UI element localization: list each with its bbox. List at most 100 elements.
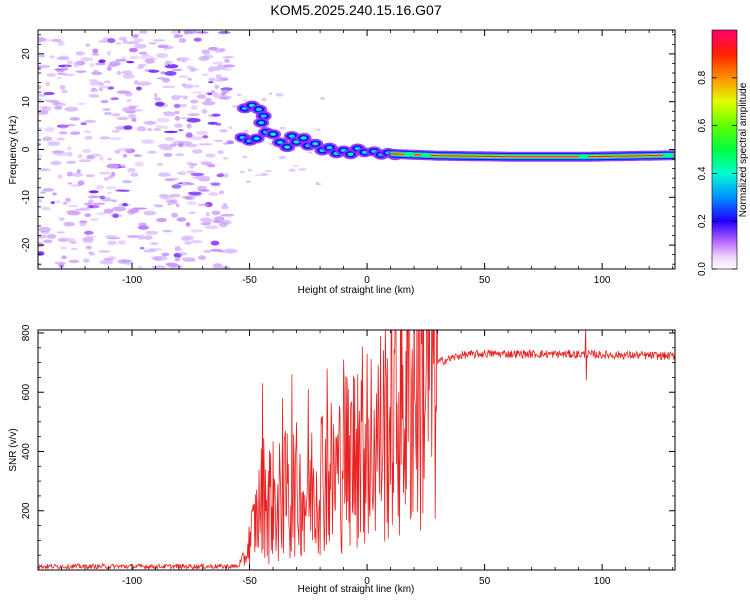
spectrogram-noise-cell bbox=[65, 197, 71, 202]
snr-ytick-label: 400 bbox=[21, 443, 32, 460]
spectrogram-noise-cell bbox=[153, 128, 162, 131]
spectrogram-noise-cell bbox=[67, 210, 81, 216]
spectrogram-noise-cell bbox=[97, 85, 111, 88]
spectrogram-signal-core bbox=[270, 132, 277, 136]
spectrogram-noise-cell bbox=[156, 77, 167, 80]
colorbar-tick-label: 0.6 bbox=[697, 118, 708, 132]
spectrogram-noise-cell bbox=[114, 150, 119, 154]
snr-y-label: SNR (v/v) bbox=[8, 428, 19, 471]
spectrogram-noise-cell bbox=[67, 182, 73, 185]
spectrogram-ytick-label: -10 bbox=[21, 190, 32, 205]
spectrogram-noise-cell bbox=[54, 261, 67, 265]
spectrogram-noise-cell bbox=[162, 125, 169, 130]
spectrogram-noise-cell bbox=[156, 217, 167, 223]
snr-xtick-label: 100 bbox=[594, 576, 611, 587]
spectrogram-noise-cell bbox=[148, 41, 157, 45]
spectrogram-noise-cell bbox=[147, 150, 158, 154]
spectrogram-noise-cell bbox=[56, 137, 66, 141]
colorbar-label: Normalized spectral amplitude bbox=[738, 82, 749, 217]
spectrogram-noise-cell bbox=[223, 248, 238, 254]
spectrogram-noise-cell bbox=[138, 222, 147, 227]
spectrogram-noise-cell bbox=[123, 125, 133, 130]
spectrogram-noise-cell bbox=[220, 213, 235, 217]
spectrogram-noise-cell bbox=[218, 190, 225, 195]
spectrogram-noise-cell bbox=[93, 69, 99, 74]
snr-x-ticks: -100 -50 0 50 100 bbox=[37, 330, 674, 587]
spectrogram-signal-core bbox=[312, 142, 319, 146]
spectrogram-noise-cell bbox=[181, 257, 196, 261]
spectrogram-signal-core bbox=[347, 152, 354, 156]
spectrogram-noise-cell bbox=[39, 39, 53, 42]
spectrogram-noise-cell bbox=[186, 123, 192, 129]
spectrogram-noise-cell bbox=[103, 177, 110, 181]
spectrogram-noise-cell bbox=[122, 153, 128, 158]
spectrogram-xtick-label: 100 bbox=[594, 275, 611, 286]
spectrogram-noise-cell bbox=[126, 60, 135, 64]
spectrogram-noise-cell bbox=[202, 135, 209, 139]
spectrogram-noise-cell bbox=[88, 205, 94, 209]
spectrogram-noise-cell bbox=[132, 207, 138, 212]
spectrogram-noise-cell bbox=[185, 132, 193, 138]
spectrogram-noise-cell bbox=[198, 143, 213, 146]
spectrogram-noise-cell bbox=[167, 262, 179, 267]
spectrogram-noise-cell bbox=[164, 178, 176, 182]
spectrogram-noise-cell bbox=[223, 173, 229, 178]
spectrogram-noise-cell bbox=[129, 47, 138, 53]
spectrogram-noise-cell bbox=[210, 89, 216, 94]
figure-title: KOM5.2025.240.15.16.G07 bbox=[270, 2, 441, 18]
spectrogram-noise-cell bbox=[43, 91, 55, 96]
spectrogram-noise-cell bbox=[63, 221, 76, 227]
spectrogram-noise-cell bbox=[213, 139, 224, 142]
spectrogram-noise-cell bbox=[133, 33, 140, 37]
spectrogram-noise-cell bbox=[77, 154, 83, 159]
spectrogram-noise-cell bbox=[226, 140, 235, 145]
spectrogram-noise-cell bbox=[170, 199, 178, 205]
spectrogram-noise-cell bbox=[222, 64, 235, 68]
spectrogram-noise-cell bbox=[45, 81, 50, 87]
spectrogram-noise-cell bbox=[292, 165, 299, 167]
spectrogram-noise-cell bbox=[162, 85, 176, 88]
spectrogram-noise-cell bbox=[268, 92, 272, 96]
spectrogram-noise-cell bbox=[155, 125, 164, 128]
spectrogram-noise-cell bbox=[164, 71, 177, 76]
spectrogram-noise-cell bbox=[208, 81, 214, 84]
spectrogram-noise-cell bbox=[217, 150, 224, 155]
spectrogram-noise-cell bbox=[164, 130, 178, 134]
spectrogram-noise-cell bbox=[228, 126, 233, 129]
spectrogram-noise-cell bbox=[199, 217, 211, 223]
spectrogram-noise-cell bbox=[247, 168, 252, 172]
spectrogram-noise-cell bbox=[120, 259, 132, 263]
spectrogram-noise-cell bbox=[115, 189, 123, 192]
snr-ytick-label: 800 bbox=[21, 324, 32, 341]
spectrogram-noise-cell bbox=[207, 92, 213, 96]
spectrogram-x-label: Height of straight line (km) bbox=[298, 285, 415, 296]
spectrogram-noise-cell bbox=[99, 171, 111, 175]
spectrogram-noise-cell bbox=[88, 195, 102, 198]
spectrogram-noise-cell bbox=[211, 265, 221, 269]
spectrogram-noise-cell bbox=[136, 126, 147, 132]
spectrogram-noise-cell bbox=[140, 53, 150, 56]
spectrogram-noise-cell bbox=[128, 113, 136, 119]
spectrogram-signal-core bbox=[260, 114, 267, 118]
spectrogram-noise-cell bbox=[64, 65, 70, 69]
spectrogram-noise-cell bbox=[84, 135, 94, 140]
spectrogram-noise-cell bbox=[164, 63, 179, 69]
spectrogram-noise-cell bbox=[91, 87, 96, 90]
spectrogram-noise-cell bbox=[38, 154, 44, 158]
spectrogram-noise-cell bbox=[187, 113, 201, 116]
spectrogram-noise-cell bbox=[141, 139, 155, 144]
spectrogram-xtick-label: 50 bbox=[479, 275, 491, 286]
spectrogram-noise-cell bbox=[39, 106, 47, 111]
spectrogram-noise-cell bbox=[210, 182, 221, 186]
spectrogram-noise-cell bbox=[220, 205, 229, 210]
spectrogram-noise-cell bbox=[137, 225, 149, 230]
spectrogram-noise-cell bbox=[182, 84, 194, 89]
spectrogram-noise-cell bbox=[153, 204, 164, 208]
spectrogram-signal-core bbox=[255, 107, 262, 111]
spectrogram-noise-cell bbox=[38, 54, 46, 58]
colorbar-tick-label: 0.0 bbox=[697, 262, 708, 276]
spectrogram-noise-cell bbox=[190, 99, 199, 104]
spectrogram-noise-cell bbox=[156, 117, 170, 123]
spectrogram-noise-cell bbox=[82, 236, 94, 242]
